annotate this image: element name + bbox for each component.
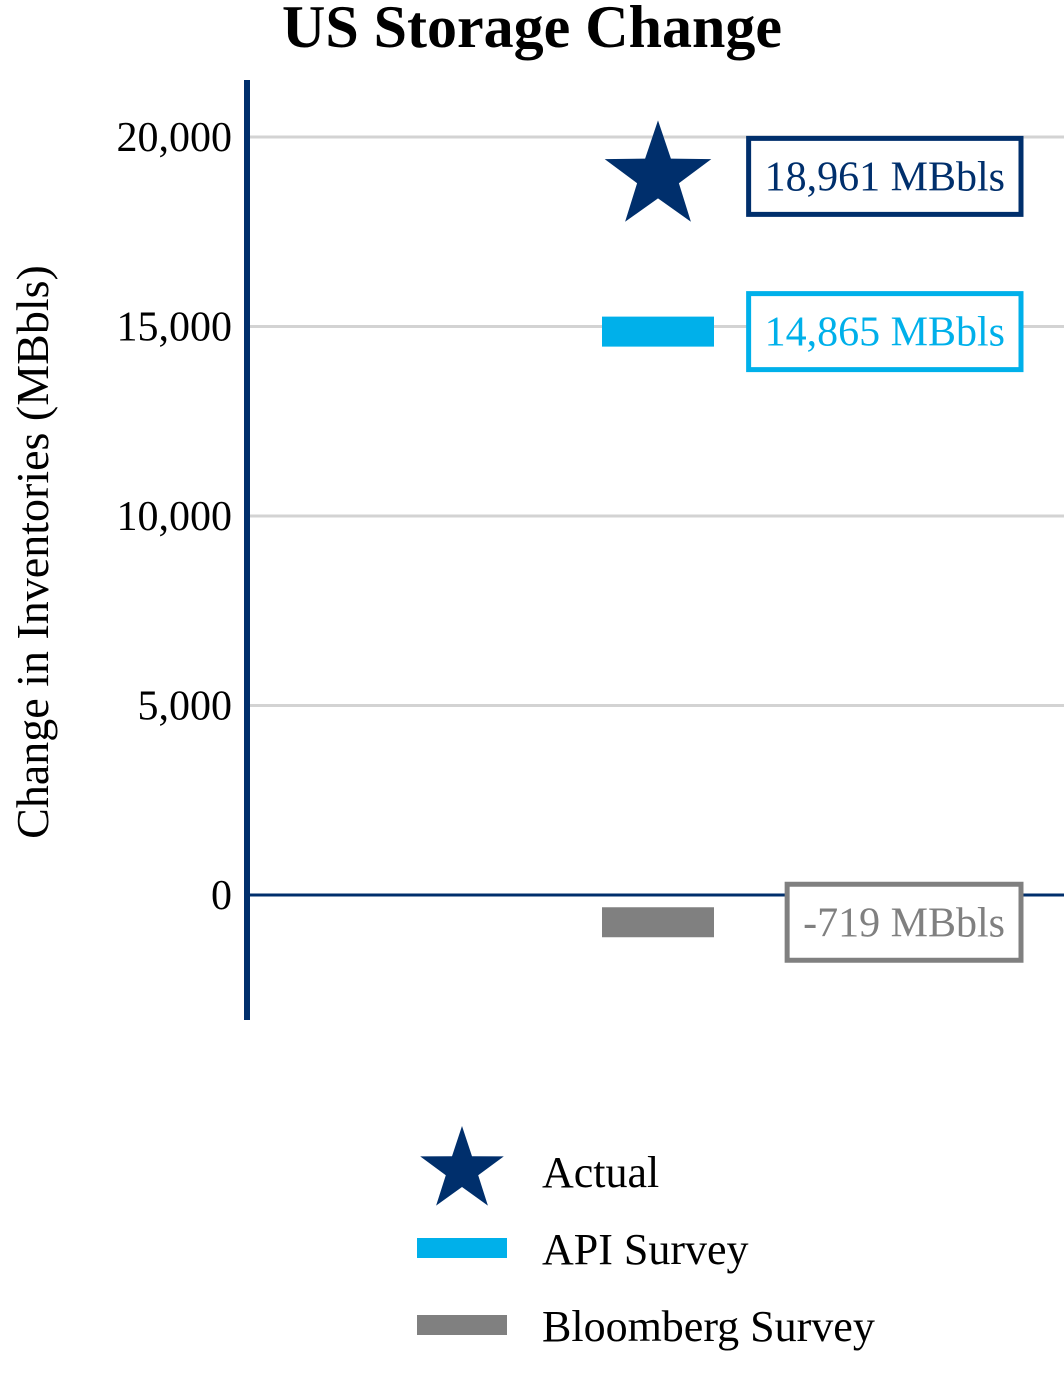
legend-label: Bloomberg Survey (542, 1302, 875, 1351)
data-point-star (604, 120, 712, 222)
data-label: 18,961 MBbls (765, 154, 1005, 200)
data-label: -719 MBbls (803, 900, 1005, 946)
data-label-box (746, 291, 1024, 373)
data-bar (602, 316, 714, 347)
chart-title: US Storage Change (281, 0, 782, 60)
data-bar (602, 907, 714, 938)
y-tick-label: 20,000 (117, 115, 233, 161)
data-label-box (784, 881, 1024, 963)
legend-bar-icon (417, 1238, 507, 1258)
y-axis-title: Change in Inventories (MBbls) (7, 265, 58, 839)
y-tick-label: 10,000 (117, 494, 233, 540)
legend-label: Actual (542, 1148, 659, 1197)
legend-bar-icon (417, 1315, 507, 1335)
y-tick-label: 5,000 (138, 684, 233, 730)
legend-star-icon (420, 1126, 504, 1206)
legend-label: API Survey (542, 1225, 749, 1274)
y-tick-label: 0 (211, 873, 232, 919)
data-label: 14,865 MBbls (765, 310, 1005, 356)
y-tick-label: 15,000 (117, 305, 233, 351)
data-label-box (746, 135, 1024, 217)
